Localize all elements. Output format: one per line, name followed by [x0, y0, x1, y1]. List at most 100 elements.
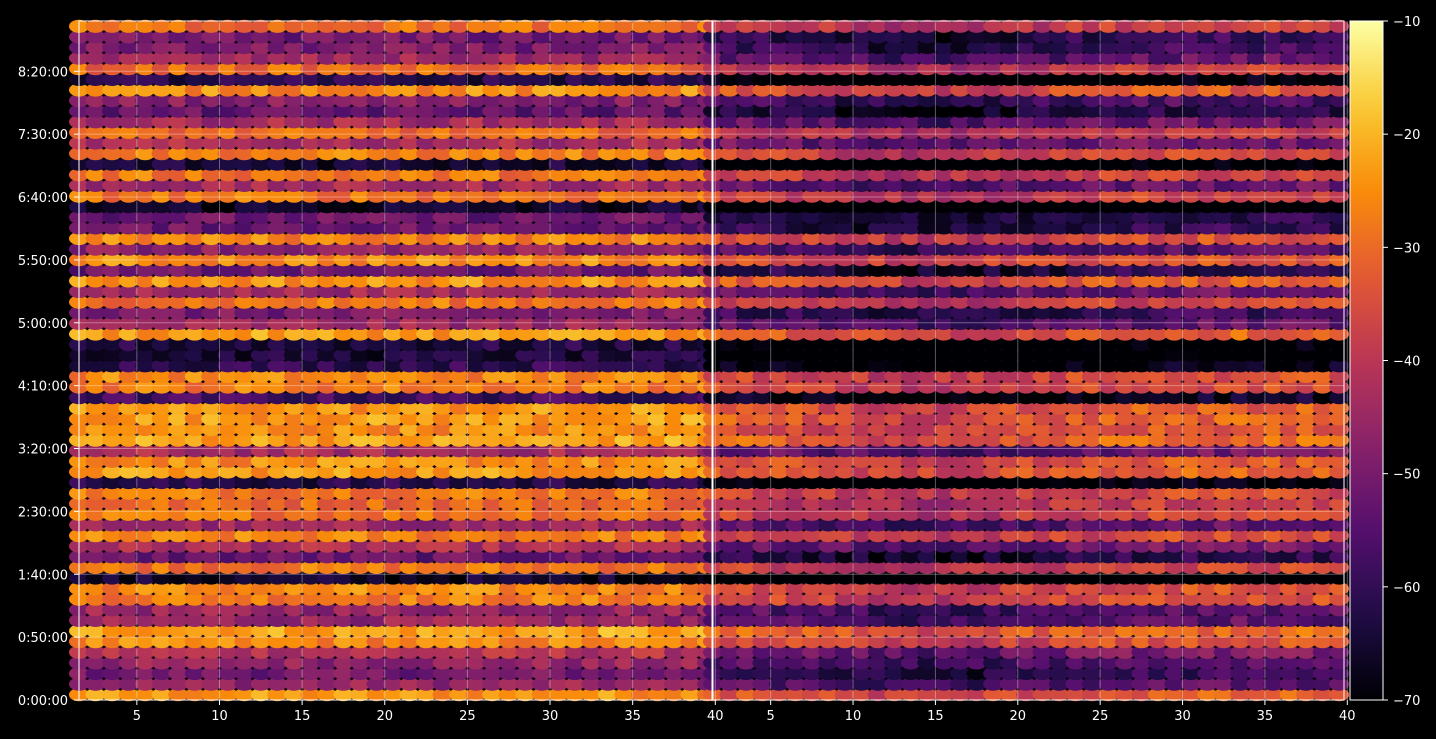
heatmap-cell: [597, 221, 618, 235]
heatmap-cell: [350, 136, 370, 150]
heatmap-cell: [614, 422, 635, 437]
heatmap-cell: [1246, 560, 1267, 575]
heatmap-cell: [647, 295, 668, 309]
heatmap-cell: [736, 72, 756, 86]
heatmap-cell: [1197, 465, 1218, 479]
heatmap-cell: [498, 62, 519, 76]
heatmap-cell: [383, 645, 403, 659]
heatmap-cell: [482, 200, 503, 214]
heatmap-cell: [1114, 624, 1135, 638]
heatmap-cell: [1049, 666, 1069, 681]
heatmap-cell: [933, 401, 954, 415]
heatmap-cell: [785, 688, 806, 702]
heatmap-cell: [1197, 369, 1218, 383]
heatmap-cell: [900, 30, 921, 44]
heatmap-cell: [1081, 518, 1102, 532]
heatmap-cell: [184, 369, 205, 383]
heatmap-cell: [785, 666, 806, 681]
heatmap-cell: [250, 433, 271, 447]
heatmap-cell: [416, 62, 437, 76]
heatmap-cell: [1032, 486, 1053, 500]
heatmap-cell: [416, 475, 437, 490]
heatmap-cell: [333, 359, 354, 373]
heatmap-cell: [1164, 231, 1185, 246]
heatmap-cell: [647, 412, 668, 426]
heatmap-cell: [933, 560, 954, 575]
heatmap-cell: [250, 401, 271, 415]
heatmap-cell: [818, 529, 839, 543]
heatmap-cell: [581, 51, 602, 65]
heatmap-cell: [201, 539, 222, 553]
heatmap-cell: [1213, 529, 1234, 543]
heatmap-cell: [283, 465, 304, 479]
heatmap-cell: [801, 560, 822, 575]
heatmap-cell: [85, 571, 106, 585]
heatmap-cell: [350, 571, 370, 585]
heatmap-cell: [300, 444, 321, 458]
heatmap-cell: [234, 19, 255, 33]
heatmap-cell: [1016, 529, 1036, 543]
heatmap-cell: [300, 412, 321, 426]
heatmap-cell: [498, 380, 519, 394]
heatmap-cell: [1296, 635, 1317, 649]
heatmap-cell: [581, 380, 602, 394]
heatmap-cell: [900, 444, 921, 458]
heatmap-cell: [664, 433, 684, 447]
heatmap-cell: [449, 571, 470, 585]
heatmap-cell: [966, 666, 987, 681]
heatmap-cell: [383, 529, 403, 543]
heatmap-cell: [950, 486, 971, 500]
heatmap-cell: [432, 263, 453, 277]
heatmap-cell: [966, 40, 987, 55]
heatmap-cell: [1213, 274, 1234, 288]
heatmap-cell: [834, 666, 855, 681]
heatmap-cell: [267, 147, 288, 161]
heatmap-cell: [201, 72, 222, 86]
heatmap-cell: [1263, 412, 1284, 426]
heatmap-cell: [900, 582, 921, 596]
heatmap-cell: [482, 550, 503, 564]
heatmap-cell: [135, 475, 156, 490]
heatmap-cell: [1164, 613, 1185, 628]
heatmap-cell: [1098, 444, 1119, 458]
heatmap-cell: [900, 210, 921, 224]
heatmap-cell: [399, 465, 420, 479]
heatmap-cell: [1049, 624, 1069, 638]
heatmap-cell: [201, 295, 222, 309]
heatmap-cell: [350, 560, 370, 575]
heatmap-cell: [151, 284, 172, 299]
heatmap-cell: [900, 221, 921, 235]
heatmap-cell: [801, 200, 822, 214]
heatmap-cell: [1296, 72, 1317, 86]
heatmap-cell: [664, 497, 684, 511]
heatmap-cell: [1147, 497, 1168, 511]
heatmap-cell: [217, 603, 238, 617]
heatmap-cell: [201, 454, 222, 468]
heatmap-cell: [630, 539, 651, 553]
heatmap-cell: [818, 603, 839, 617]
heatmap-cell: [752, 147, 773, 161]
heatmap-cell: [482, 475, 503, 490]
heatmap-cell: [785, 539, 806, 553]
heatmap-cell: [217, 486, 238, 500]
heatmap-cell: [1296, 507, 1317, 521]
heatmap-cell: [1230, 550, 1251, 564]
heatmap-cell: [1081, 380, 1102, 394]
heatmap-cell: [498, 592, 519, 606]
heatmap-cell: [1180, 666, 1201, 681]
heatmap-cell: [1114, 157, 1135, 171]
heatmap-cell: [933, 391, 954, 405]
heatmap-cell: [217, 550, 238, 564]
heatmap-cell: [267, 242, 288, 256]
heatmap-cell: [1032, 359, 1053, 373]
heatmap-cell: [316, 157, 337, 171]
heatmap-cell: [250, 486, 271, 500]
heatmap-cell: [768, 656, 789, 670]
heatmap-cell: [300, 518, 321, 532]
heatmap-cell: [1180, 486, 1201, 500]
heatmap-cell: [950, 391, 971, 405]
heatmap-cell: [1065, 210, 1086, 224]
heatmap-cell: [416, 125, 437, 139]
heatmap-cell: [1197, 486, 1218, 500]
